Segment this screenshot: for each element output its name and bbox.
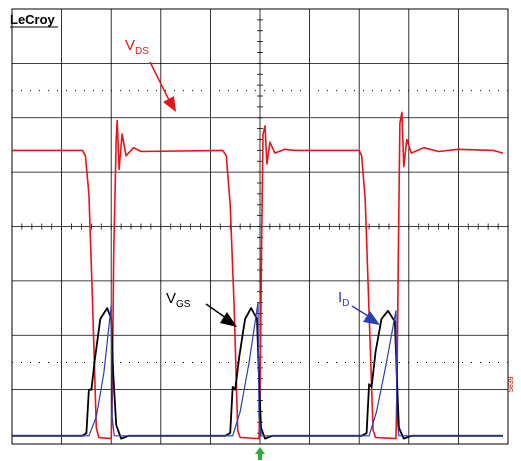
vds-label: VDS <box>125 37 149 57</box>
id-label-main: I <box>338 289 342 306</box>
id-arrow-line <box>351 305 369 317</box>
graticule <box>11 8 509 445</box>
vgs-annotation: VGS <box>166 290 237 327</box>
vgs-label-main: V <box>166 290 176 307</box>
brand-label: LeCroy <box>10 12 56 27</box>
vgs-label: VGS <box>166 290 191 310</box>
id-annotation: ID <box>338 289 380 325</box>
vgs-arrow-line <box>205 303 227 319</box>
trace-vds <box>12 111 504 440</box>
id-label: ID <box>338 289 349 309</box>
vds-arrow-head <box>163 96 176 112</box>
vds-annotation: VDS <box>125 37 176 112</box>
trace-id <box>12 302 503 437</box>
vgs-label-sub: GS <box>176 299 191 310</box>
trigger-marker <box>255 447 265 460</box>
vds-label-sub: DS <box>135 46 149 57</box>
vds-arrow-line <box>149 61 171 103</box>
vgs-arrow-head <box>220 312 237 327</box>
trace-vgs <box>12 307 503 440</box>
id-arrow-head <box>363 311 380 325</box>
traces <box>12 111 504 440</box>
id-label-sub: D <box>342 298 349 309</box>
side-label: 5839 <box>508 376 515 392</box>
vds-label-main: V <box>125 37 135 54</box>
